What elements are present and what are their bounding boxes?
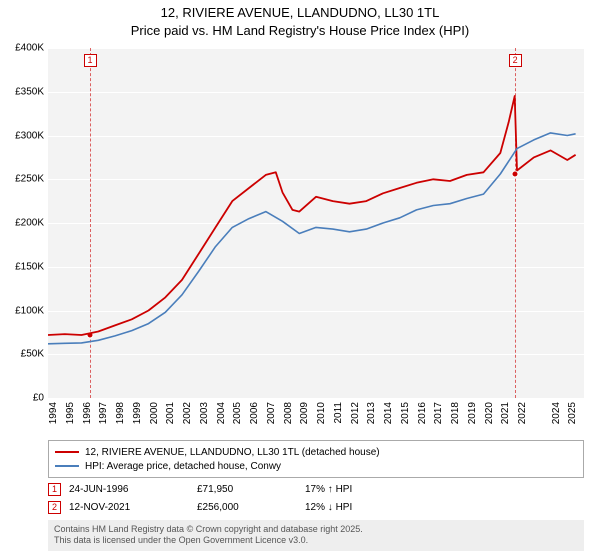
x-tick-label: 2015 xyxy=(400,402,411,424)
transaction-hpi-1: 17% ↑ HPI xyxy=(305,484,425,495)
x-tick-label: 2024 xyxy=(551,402,562,424)
x-tick-label: 1998 xyxy=(115,402,126,424)
legend-item-1: 12, RIVIERE AVENUE, LLANDUDNO, LL30 1TL … xyxy=(55,445,577,459)
y-tick-label: £350K xyxy=(15,86,44,97)
legend-label-2: HPI: Average price, detached house, Conw… xyxy=(85,461,281,472)
x-tick-label: 2000 xyxy=(149,402,160,424)
x-tick-label: 2010 xyxy=(316,402,327,424)
chart-area: 12 £0£50K£100K£150K£200K£250K£300K£350K£… xyxy=(48,48,584,398)
x-tick-label: 2014 xyxy=(383,402,394,424)
x-tick-label: 2003 xyxy=(199,402,210,424)
x-tick-label: 2020 xyxy=(484,402,495,424)
x-tick-label: 2016 xyxy=(417,402,428,424)
legend: 12, RIVIERE AVENUE, LLANDUDNO, LL30 1TL … xyxy=(48,440,584,478)
x-tick-label: 2017 xyxy=(433,402,444,424)
x-tick-label: 2007 xyxy=(266,402,277,424)
x-tick-label: 2012 xyxy=(350,402,361,424)
x-tick-label: 2021 xyxy=(500,402,511,424)
footer-line-1: Contains HM Land Registry data © Crown c… xyxy=(54,524,578,535)
transaction-date-1: 24-JUN-1996 xyxy=(69,484,189,495)
x-tick-label: 2011 xyxy=(333,402,344,424)
transaction-marker-1: 1 xyxy=(48,483,61,496)
transaction-table: 1 24-JUN-1996 £71,950 17% ↑ HPI 2 12-NOV… xyxy=(48,480,584,516)
y-tick-label: £200K xyxy=(15,218,44,229)
x-tick-label: 2009 xyxy=(299,402,310,424)
chart-lines xyxy=(48,48,584,398)
y-tick-label: £50K xyxy=(21,349,44,360)
x-tick-label: 1997 xyxy=(98,402,109,424)
transaction-row-1: 1 24-JUN-1996 £71,950 17% ↑ HPI xyxy=(48,480,584,498)
x-tick-label: 2019 xyxy=(467,402,478,424)
x-tick-label: 2022 xyxy=(517,402,528,424)
y-tick-label: £400K xyxy=(15,43,44,54)
x-tick-label: 1995 xyxy=(65,402,76,424)
x-tick-label: 2018 xyxy=(450,402,461,424)
x-tick-label: 2005 xyxy=(232,402,243,424)
x-tick-label: 2001 xyxy=(165,402,176,424)
y-tick-label: £0 xyxy=(33,393,44,404)
x-tick-label: 2013 xyxy=(366,402,377,424)
x-tick-label: 1994 xyxy=(48,402,59,424)
transaction-hpi-2: 12% ↓ HPI xyxy=(305,502,425,513)
x-tick-label: 2004 xyxy=(216,402,227,424)
transaction-date-2: 12-NOV-2021 xyxy=(69,502,189,513)
y-tick-label: £300K xyxy=(15,130,44,141)
y-tick-label: £150K xyxy=(15,261,44,272)
y-tick-label: £100K xyxy=(15,305,44,316)
x-tick-label: 2006 xyxy=(249,402,260,424)
footer-line-2: This data is licensed under the Open Gov… xyxy=(54,535,578,546)
x-tick-label: 2002 xyxy=(182,402,193,424)
transaction-marker-2: 2 xyxy=(48,501,61,514)
y-tick-label: £250K xyxy=(15,174,44,185)
legend-swatch-2 xyxy=(55,465,79,467)
chart-title: 12, RIVIERE AVENUE, LLANDUDNO, LL30 1TL … xyxy=(0,0,600,39)
transaction-price-2: £256,000 xyxy=(197,502,297,513)
transaction-row-2: 2 12-NOV-2021 £256,000 12% ↓ HPI xyxy=(48,498,584,516)
x-tick-label: 2008 xyxy=(283,402,294,424)
title-line-1: 12, RIVIERE AVENUE, LLANDUDNO, LL30 1TL xyxy=(0,4,600,22)
title-line-2: Price paid vs. HM Land Registry's House … xyxy=(0,22,600,40)
x-tick-label: 1996 xyxy=(82,402,93,424)
legend-swatch-1 xyxy=(55,451,79,453)
footer-attribution: Contains HM Land Registry data © Crown c… xyxy=(48,520,584,551)
x-tick-label: 2025 xyxy=(567,402,578,424)
transaction-price-1: £71,950 xyxy=(197,484,297,495)
legend-item-2: HPI: Average price, detached house, Conw… xyxy=(55,459,577,473)
x-tick-label: 1999 xyxy=(132,402,143,424)
legend-label-1: 12, RIVIERE AVENUE, LLANDUDNO, LL30 1TL … xyxy=(85,447,380,458)
